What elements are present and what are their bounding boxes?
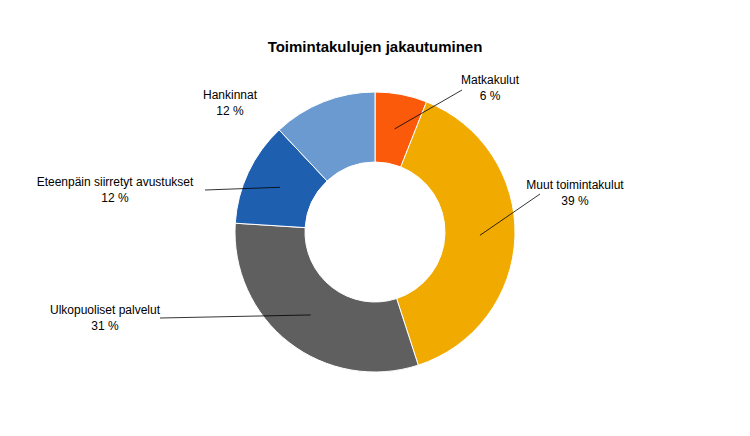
value-label: 12 %: [216, 104, 244, 118]
value-label: 12 %: [101, 191, 129, 205]
value-label: 31 %: [91, 319, 119, 333]
leader-line: [160, 315, 311, 318]
leader-line: [395, 90, 462, 129]
slice: [279, 92, 375, 181]
value-label: 39 %: [561, 194, 589, 208]
slice: [235, 223, 418, 372]
value-label: 6 %: [480, 89, 501, 103]
title: Toimintakulujen jakautuminen: [268, 38, 483, 55]
leader-line: [480, 194, 540, 235]
slice-label: Matkakulut: [461, 73, 520, 87]
data-labels: Matkakulut 6 % Muut toimintakulut 39 % Ulkop…: [37, 73, 625, 333]
slice-label: Eteenpäin siirretyt avustukset: [37, 175, 194, 189]
slice: [397, 102, 515, 365]
slices: [235, 92, 515, 372]
slice-label: Hankinnat: [203, 88, 258, 102]
chart: Toimintakulujen jakautuminen Matkakulut 6 …: [0, 0, 750, 436]
slice-label: Ulkopuoliset palvelut: [50, 303, 161, 317]
slice-label: Muut toimintakulut: [526, 178, 624, 192]
leader-line: [205, 187, 280, 190]
